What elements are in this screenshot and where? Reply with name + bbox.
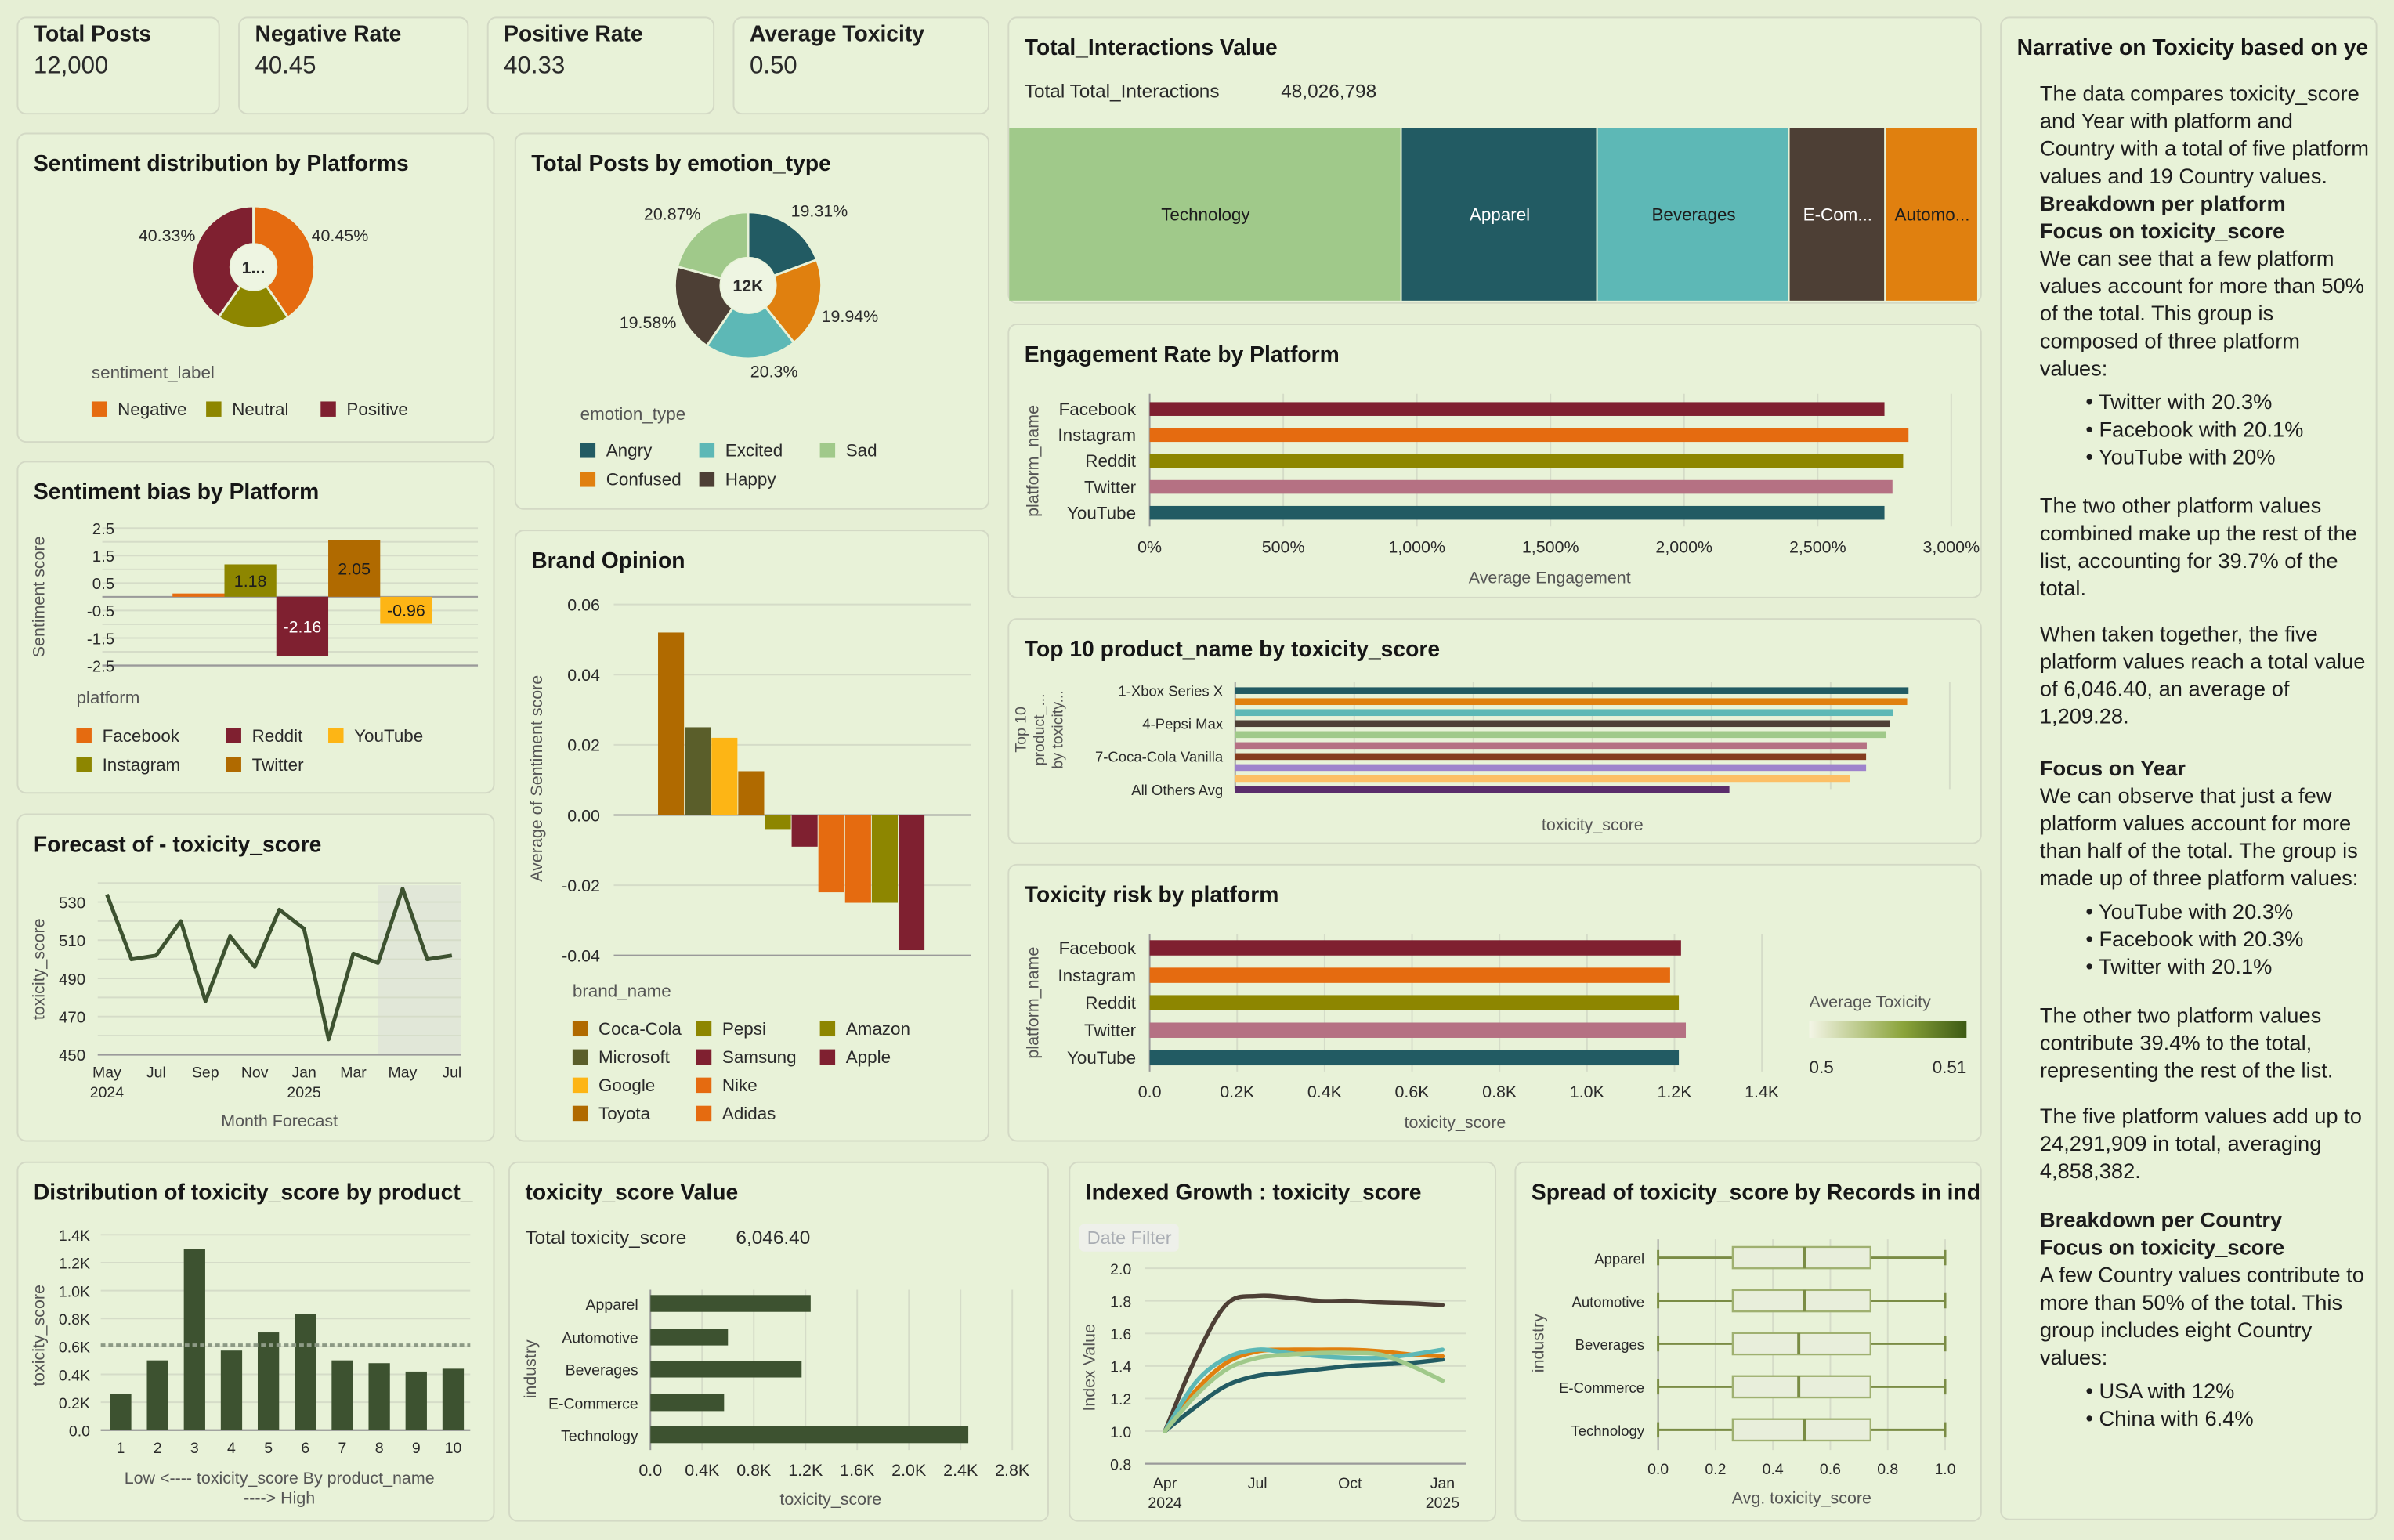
toxicity-risk-panel[interactable]: Toxicity risk by platform <box>1007 863 1982 1142</box>
summary-value: 48,026,798 <box>1281 81 1377 103</box>
summary-value: 6,046.40 <box>736 1227 811 1249</box>
panel-title: Engagement Rate by Platform <box>1024 343 1340 368</box>
narrative-paragraph: The two other platform values combined m… <box>2039 493 2357 600</box>
kpi-value: 40.33 <box>504 53 566 80</box>
narrative-body: The data compares toxicity_score and Yea… <box>2040 79 2373 1453</box>
distribution-panel[interactable]: Distribution of toxicity_score by produc… <box>16 1161 495 1522</box>
narrative-paragraph: The data compares toxicity_score and Yea… <box>2039 81 2369 188</box>
narrative-paragraph: We can see that a few platform values ac… <box>2039 245 2364 381</box>
sentiment-distribution-panel[interactable]: Sentiment distribution by Platforms <box>16 132 495 443</box>
spread-panel[interactable]: Spread of toxicity_score by Records in i… <box>1514 1161 1982 1522</box>
kpi-negative-rate[interactable]: Negative Rate 40.45 <box>238 16 469 115</box>
list-item: YouTube with 20% <box>2085 443 2372 470</box>
summary-label: Total toxicity_score <box>525 1227 687 1249</box>
narrative-list: Twitter with 20.3% Facebook with 20.1% Y… <box>2040 388 2373 470</box>
narrative-paragraph: The other two platform values contribute… <box>2039 1003 2334 1083</box>
panel-title: Indexed Growth : toxicity_score <box>1085 1181 1422 1206</box>
toxicity-value-panel[interactable]: toxicity_score Value Total toxicity_scor… <box>508 1161 1049 1522</box>
panel-title: Brand Opinion <box>531 549 685 574</box>
list-item: Facebook with 20.1% <box>2085 415 2372 443</box>
narrative-list: USA with 12% China with 6.4% <box>2040 1377 2373 1432</box>
panel-title: Total Posts by emotion_type <box>531 152 831 178</box>
kpi-value: 12,000 <box>33 53 109 80</box>
total-interactions-panel[interactable]: Total_Interactions Value Total Total_Int… <box>1007 16 1982 304</box>
list-item: YouTube with 20.3% <box>2085 898 2372 925</box>
kpi-average-toxicity[interactable]: Average Toxicity 0.50 <box>732 16 989 115</box>
narrative-list: YouTube with 20.3% Facebook with 20.3% T… <box>2040 898 2373 980</box>
panel-title: Distribution of toxicity_score by produc… <box>33 1181 473 1206</box>
kpi-label: Negative Rate <box>255 23 402 48</box>
kpi-value: 40.45 <box>255 53 316 80</box>
date-filter-button[interactable]: Date Filter <box>1079 1224 1180 1252</box>
list-item: USA with 12% <box>2085 1377 2372 1404</box>
panel-title: Top 10 product_name by toxicity_score <box>1024 638 1441 663</box>
top10-products-panel[interactable]: Top 10 product_name by toxicity_score <box>1007 618 1982 844</box>
narrative-title: Narrative on Toxicity based on ye <box>2016 36 2369 61</box>
brand-opinion-panel[interactable]: Brand Opinion <box>514 530 989 1142</box>
narrative-heading: Focus on Year <box>2039 755 2186 780</box>
list-item: Facebook with 20.3% <box>2085 925 2372 953</box>
panel-title: Sentiment distribution by Platforms <box>33 152 409 178</box>
emotion-type-panel[interactable]: Total Posts by emotion_type <box>514 132 989 510</box>
sentiment-bias-panel[interactable]: Sentiment bias by Platform <box>16 461 495 794</box>
panel-title: Sentiment bias by Platform <box>33 480 320 505</box>
list-item: China with 6.4% <box>2085 1404 2372 1432</box>
kpi-total-posts[interactable]: Total Posts 12,000 <box>16 16 220 115</box>
indexed-growth-panel[interactable]: Indexed Growth : toxicity_score Date Fil… <box>1069 1161 1497 1522</box>
narrative-paragraph: We can observe that just a few platform … <box>2039 783 2359 890</box>
narrative-panel[interactable]: Narrative on Toxicity based on ye The da… <box>2000 16 2378 1520</box>
forecast-panel[interactable]: Forecast of - toxicity_score <box>16 813 495 1142</box>
list-item: Twitter with 20.1% <box>2085 953 2372 980</box>
engagement-rate-panel[interactable]: Engagement Rate by Platform <box>1007 324 1982 598</box>
panel-title: Total_Interactions Value <box>1024 36 1278 61</box>
panel-title: Forecast of - toxicity_score <box>33 833 322 859</box>
narrative-paragraph: The five platform values add up to 24,29… <box>2039 1103 2362 1184</box>
kpi-label: Average Toxicity <box>749 23 924 48</box>
panel-title: Spread of toxicity_score by Records in i… <box>1531 1181 1981 1206</box>
narrative-paragraph: When taken together, the five platform v… <box>2039 621 2366 728</box>
narrative-heading: Focus on toxicity_score <box>2039 218 2285 243</box>
kpi-positive-rate[interactable]: Positive Rate 40.33 <box>486 16 715 115</box>
summary-label: Total Total_Interactions <box>1024 81 1220 103</box>
narrative-paragraph: A few Country values contribute to more … <box>2039 1262 2364 1369</box>
panel-title: Toxicity risk by platform <box>1024 884 1279 909</box>
narrative-heading: Focus on toxicity_score <box>2039 1235 2285 1260</box>
panel-title: toxicity_score Value <box>525 1181 739 1206</box>
kpi-value: 0.50 <box>749 53 797 80</box>
narrative-heading: Breakdown per platform <box>2039 190 2286 215</box>
list-item: Twitter with 20.3% <box>2085 388 2372 415</box>
narrative-heading: Breakdown per Country <box>2039 1207 2283 1232</box>
kpi-label: Positive Rate <box>504 23 643 48</box>
kpi-label: Total Posts <box>33 23 152 48</box>
